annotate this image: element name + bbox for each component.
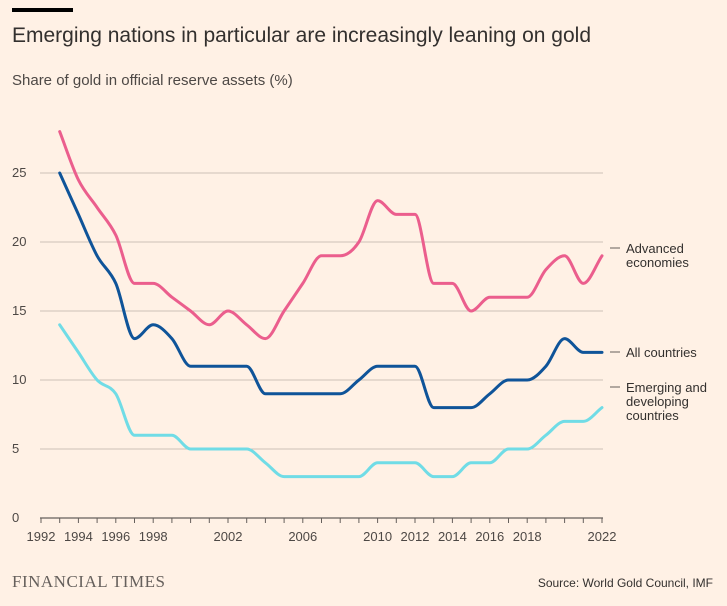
legend-label-line: Emerging and <box>626 380 707 395</box>
legend-label-line: Advanced <box>626 241 684 256</box>
x-tick-label: 2018 <box>513 529 542 544</box>
x-tick-label: 1994 <box>64 529 93 544</box>
legend-label-line: All countries <box>626 345 697 360</box>
x-tick-label: 1998 <box>139 529 168 544</box>
y-tick-label: 20 <box>12 234 26 249</box>
x-axis: 1992 1994 1996 1998 2002 2006 2010 2012 2014 2016… <box>27 517 617 544</box>
y-axis-tick-labels: 0 5 10 15 20 25 <box>12 165 26 525</box>
series-line-advanced-economies <box>58 130 604 341</box>
legend-label-line: countries <box>626 408 679 423</box>
y-tick-label: 0 <box>12 510 19 525</box>
x-tick-label: 2014 <box>438 529 467 544</box>
chart-title: Emerging nations in particular are incre… <box>12 24 592 47</box>
source-note: Source: World Gold Council, IMF <box>537 576 713 590</box>
chart-subtitle: Share of gold in official reserve assets… <box>12 72 293 89</box>
legend-label-all-countries: All countries <box>610 345 697 360</box>
x-tick-label: 1992 <box>27 529 56 544</box>
x-tick-label: 2022 <box>588 529 617 544</box>
x-tick-label: 2002 <box>214 529 243 544</box>
series-line-all-countries <box>58 171 604 410</box>
top-accent-bar <box>12 8 73 12</box>
x-tick-label: 1996 <box>101 529 130 544</box>
x-tick-label: 2016 <box>475 529 504 544</box>
y-tick-label: 25 <box>12 165 26 180</box>
y-tick-label: 10 <box>12 372 26 387</box>
x-tick-label: 2012 <box>401 529 430 544</box>
x-tick-label: 2006 <box>288 529 317 544</box>
series-lines <box>58 130 604 479</box>
x-tick-label: 2010 <box>363 529 392 544</box>
y-tick-label: 5 <box>12 441 19 456</box>
series-line-emerging-and-developing-countries <box>58 323 604 479</box>
legend-label-line: economies <box>626 255 689 270</box>
brand-logo: FINANCIAL TIMES <box>12 572 166 591</box>
y-tick-label: 15 <box>12 303 26 318</box>
legend-label-line: developing <box>626 394 689 409</box>
